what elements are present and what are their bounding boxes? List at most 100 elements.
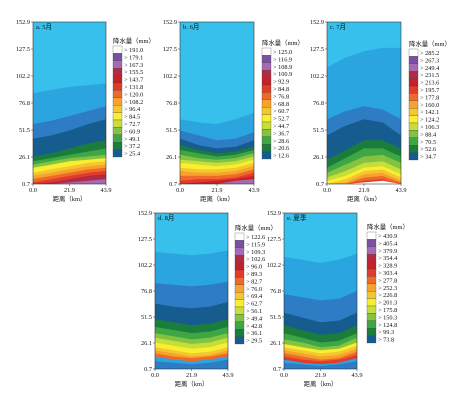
y-tick-label: 76.8 [166, 100, 177, 107]
legend-label: > 96.4 [124, 106, 141, 113]
legend-swatch [112, 119, 123, 128]
legend-label: > 28.6 [273, 138, 289, 145]
legend-label: > 56.1 [246, 308, 262, 315]
legend-label: > 120.0 [124, 91, 143, 98]
legend-swatch [261, 62, 272, 71]
x-tick-label: 43.9 [248, 187, 259, 194]
legend: 降水量（mm） > 125.0> 116.9> 108.9> 100.9> 92.… [261, 38, 304, 160]
legend-swatch [366, 231, 377, 240]
legend-swatch [261, 144, 272, 152]
legend-label: > 108.9 [273, 64, 292, 71]
legend-label: > 34.7 [420, 154, 436, 161]
y-tick-label: 102.2 [138, 262, 152, 269]
legend-title: 降水量（mm） [409, 39, 451, 48]
legend-label: > 88.4 [420, 131, 437, 138]
legend-swatch [366, 291, 377, 299]
legend-label: > 42.8 [246, 323, 262, 330]
legend-swatch [234, 269, 245, 278]
legend-label: > 76.0 [246, 286, 262, 293]
legend-swatch [408, 71, 419, 79]
y-tick-label: 26.1 [270, 340, 281, 347]
legend-swatch [234, 247, 245, 256]
legend-label: > 36.7 [273, 130, 289, 137]
y-tick-label: 51.5 [270, 314, 281, 321]
panel-5: e. 夏季 0.7 26.1 51.5 76.8 102.2 127.5 152.9 0.0 21… [267, 210, 409, 388]
y-tick-label: 127.5 [163, 46, 177, 53]
legend-label: > 231.5 [420, 72, 439, 79]
y-tick-label: 127.5 [310, 46, 324, 53]
panel-title: e. 夏季 [287, 213, 307, 222]
legend-swatch [112, 68, 123, 76]
legend-swatch [408, 48, 419, 57]
legend-label: > 142.1 [420, 109, 439, 116]
legend: 降水量（mm） > 285.2> 267.3> 249.4> 231.5> 213… [408, 39, 451, 161]
panel-title: d. 8月 [158, 214, 174, 222]
contour-area [327, 22, 401, 184]
y-tick-label: 0.7 [22, 181, 30, 188]
legend-label: > 131.8 [124, 84, 143, 91]
legend-label: > 155.5 [124, 69, 143, 76]
legend-label: > 69.4 [246, 293, 263, 300]
legend-swatch [408, 100, 419, 109]
legend-label: > 226.8 [378, 292, 397, 299]
legend-swatch [366, 298, 377, 307]
x-axis-label: 距离（km） [347, 194, 381, 203]
y-tick-label: 76.8 [141, 288, 152, 295]
legend-swatch [366, 328, 377, 336]
legend-label: > 36.1 [246, 330, 262, 337]
legend-label: > 73.8 [378, 337, 394, 344]
legend-label: > 354.4 [378, 255, 398, 262]
legend-swatch [234, 255, 245, 263]
legend-swatch [366, 283, 377, 292]
contour-band [155, 359, 228, 369]
legend-swatch [408, 63, 419, 72]
panel-2: b. 6月 0.7 26.1 51.5 76.8 102.2 127.5 152.9 0.0 21… [163, 19, 304, 203]
legend-swatch [366, 246, 377, 255]
x-axis-label: 距离（km） [53, 194, 87, 203]
panel-4: d. 8月 0.7 26.1 51.5 76.8 102.2 127.5 152.9 0.0 21… [138, 210, 277, 388]
legend-label: > 191.0 [124, 47, 143, 54]
x-axis-label: 距离（km） [304, 379, 338, 388]
legend-label: > 303.4 [378, 270, 398, 277]
legend-swatch [366, 261, 377, 270]
legend-swatch [408, 56, 419, 64]
y-tick-label: 76.8 [19, 100, 30, 107]
legend-label: > 379.9 [378, 248, 397, 255]
legend-swatch [234, 321, 245, 330]
legend-swatch [112, 82, 123, 91]
contour-area [155, 213, 228, 369]
legend-swatch [408, 78, 419, 87]
legend-swatch [234, 284, 245, 293]
x-tick-label: 0.0 [280, 372, 288, 379]
legend-label: > 115.9 [246, 241, 265, 248]
legend-label: > 177.8 [420, 94, 439, 101]
legend: 降水量（mm） > 122.6> 115.9> 109.3> 102.6> 96.… [234, 223, 277, 345]
y-tick-label: 152.9 [138, 210, 152, 217]
legend-swatch [366, 239, 377, 247]
legend-swatch [408, 108, 419, 116]
legend-swatch [261, 121, 272, 130]
legend-label: > 108.2 [124, 99, 143, 106]
contour-band [33, 179, 106, 184]
legend-label: > 150.3 [378, 314, 397, 321]
legend-label: > 76.8 [273, 93, 289, 100]
legend-label: > 124.8 [378, 322, 397, 329]
legend-swatch [366, 268, 377, 277]
legend-swatch [112, 53, 123, 61]
legend-title: 降水量（mm） [235, 223, 277, 232]
legend-swatch [261, 114, 272, 123]
panel-title: b. 6月 [183, 23, 199, 31]
legend-label: > 12.6 [273, 153, 289, 160]
legend-label: > 195.7 [420, 87, 439, 94]
legend-swatch [112, 142, 123, 150]
legend-swatch [261, 55, 272, 63]
legend-label: > 62.7 [246, 301, 262, 308]
y-tick-label: 127.5 [138, 236, 152, 243]
legend-swatch [234, 299, 245, 308]
legend-label: > 44.7 [273, 123, 289, 130]
legend-swatch [112, 105, 123, 113]
legend-label: > 84.5 [124, 114, 140, 121]
legend-label: > 68.8 [273, 101, 289, 108]
legend-swatch [234, 306, 245, 315]
